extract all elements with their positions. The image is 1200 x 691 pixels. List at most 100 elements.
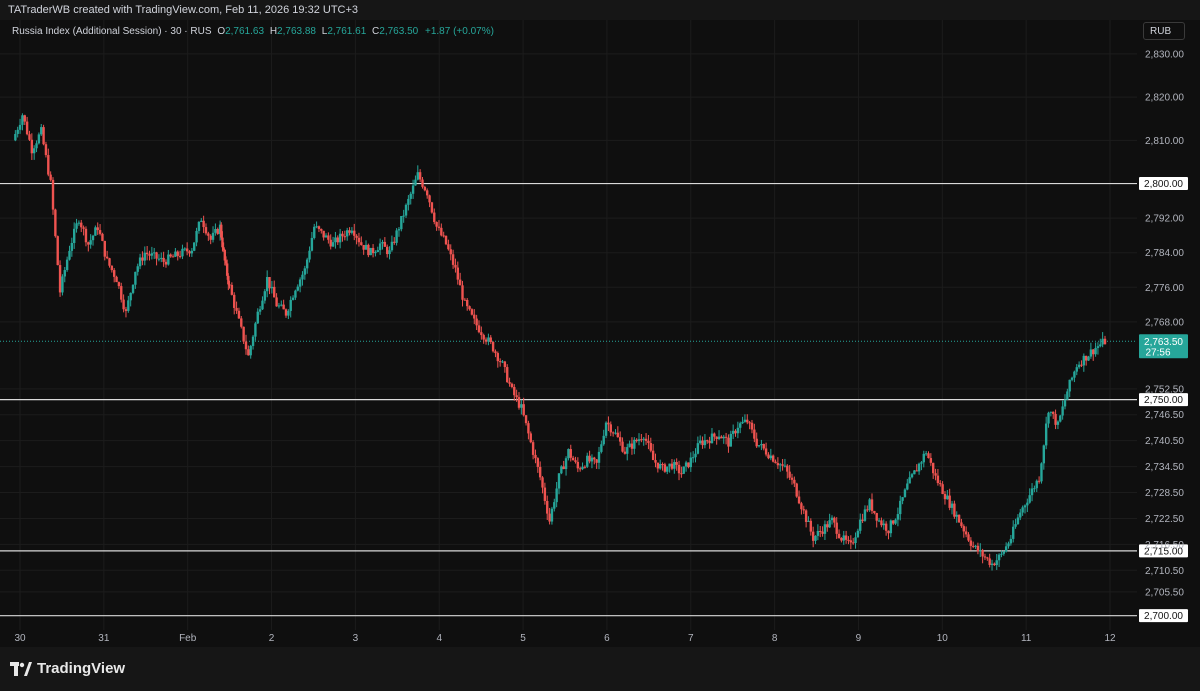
candle-body <box>1009 538 1013 544</box>
candle-body <box>553 502 556 509</box>
last-price-tag[interactable] <box>1139 334 1188 359</box>
candle-up <box>291 295 295 301</box>
candle-body <box>1077 364 1081 368</box>
candle-body <box>268 277 271 289</box>
candle-body <box>70 243 74 251</box>
candle-up <box>979 543 982 558</box>
candle-down <box>588 450 591 464</box>
candle-body <box>974 545 977 547</box>
candle-down <box>654 453 657 468</box>
candle-body <box>924 453 928 455</box>
candle-body <box>701 440 704 446</box>
candle-up <box>1049 411 1053 417</box>
candle-up <box>823 520 827 540</box>
candle-up <box>990 559 994 571</box>
candle-up <box>710 428 714 444</box>
candle-body <box>461 285 464 300</box>
candle-up <box>717 430 721 441</box>
candle-down <box>976 542 980 555</box>
candle-body <box>724 436 728 438</box>
candle-body <box>630 443 634 449</box>
candle-up <box>743 414 747 423</box>
candle-body <box>423 186 427 191</box>
candle-body <box>197 221 201 231</box>
horizontal-lines[interactable]: 2,800.00 2,750.00 2,715.00 2,700.00 2,763.50… <box>0 177 1188 623</box>
candle-down <box>873 510 876 515</box>
low-value: 2,761.61 <box>327 26 367 37</box>
candle-body <box>385 246 389 255</box>
candle-down <box>230 282 234 296</box>
candle-up <box>127 295 130 313</box>
candle-up <box>414 175 417 186</box>
candle-body <box>127 300 130 311</box>
candle-down <box>454 258 457 273</box>
candle-body <box>1059 415 1062 422</box>
candle-body <box>32 148 36 154</box>
candle-down <box>529 431 532 444</box>
candle-body <box>673 462 676 469</box>
candle-body <box>80 222 83 228</box>
candle-up <box>581 462 584 471</box>
candle-body <box>367 244 370 256</box>
candle-body <box>101 233 104 241</box>
open-value: 2,761.63 <box>225 26 265 37</box>
candle-up <box>68 245 71 261</box>
candle-up <box>1028 488 1031 504</box>
candle-down <box>480 326 483 340</box>
tradingview-logo[interactable]: TradingView <box>10 660 125 677</box>
candle-body <box>891 520 895 524</box>
candle-down <box>115 275 118 283</box>
candle-body <box>941 484 944 495</box>
candle-down <box>819 525 822 538</box>
candle-body <box>1070 377 1074 380</box>
candle-body <box>581 466 584 470</box>
candle-body <box>362 245 365 250</box>
candle-body <box>680 473 683 475</box>
candle-up <box>913 469 916 475</box>
candle-body <box>696 443 700 454</box>
candle-body <box>395 230 398 243</box>
candle-body <box>374 252 377 254</box>
candle-body <box>534 454 537 459</box>
high-value: 2,763.88 <box>277 26 316 37</box>
candle-down <box>593 456 596 465</box>
candle-body <box>767 454 770 459</box>
candle-down <box>861 513 864 523</box>
symbol-legend[interactable]: Russia Index (Additional Session) · 30 ·… <box>12 26 494 37</box>
currency-button[interactable]: RUB <box>1143 22 1185 40</box>
candle-up <box>400 216 403 232</box>
candle-up <box>783 458 787 468</box>
candle-up <box>129 292 132 307</box>
candle-body <box>164 261 168 265</box>
candle-down <box>461 280 464 307</box>
price-chart[interactable]: 2,800.00 2,750.00 2,715.00 2,700.00 2,763.50… <box>0 20 1200 647</box>
candle-up <box>138 253 142 270</box>
candle-down <box>915 464 918 472</box>
candle-up <box>903 488 907 498</box>
candle-up <box>684 460 688 472</box>
candle-up <box>1099 338 1102 348</box>
candle-down <box>851 537 855 545</box>
candle-body <box>242 326 245 342</box>
candle-up <box>736 421 740 439</box>
price-tick-label: 2,776.00 <box>1145 283 1184 294</box>
candle-body <box>962 526 965 532</box>
candle-down <box>233 292 236 315</box>
candle-body <box>369 247 372 256</box>
candle-down <box>844 530 848 544</box>
candle-down <box>496 351 500 368</box>
candle-down <box>80 219 83 233</box>
open-label: O <box>217 26 226 37</box>
candle-down <box>969 537 973 551</box>
candle-body <box>273 286 276 298</box>
chart-frame[interactable] <box>0 20 1200 647</box>
candle-body <box>477 325 481 333</box>
candle-body <box>214 229 217 233</box>
candle-body <box>491 342 495 352</box>
candle-down <box>623 446 627 455</box>
time-axis[interactable]: 30 31 Feb 2 3 4 5 6 7 8 9 10 11 12 <box>14 633 1116 644</box>
price-axis[interactable]: 2,830.00 2,820.00 2,810.00 2,792.00 2,784.00… <box>1145 49 1184 598</box>
candle-down <box>348 227 351 236</box>
candle-down <box>176 250 179 261</box>
candle-body <box>840 537 843 541</box>
